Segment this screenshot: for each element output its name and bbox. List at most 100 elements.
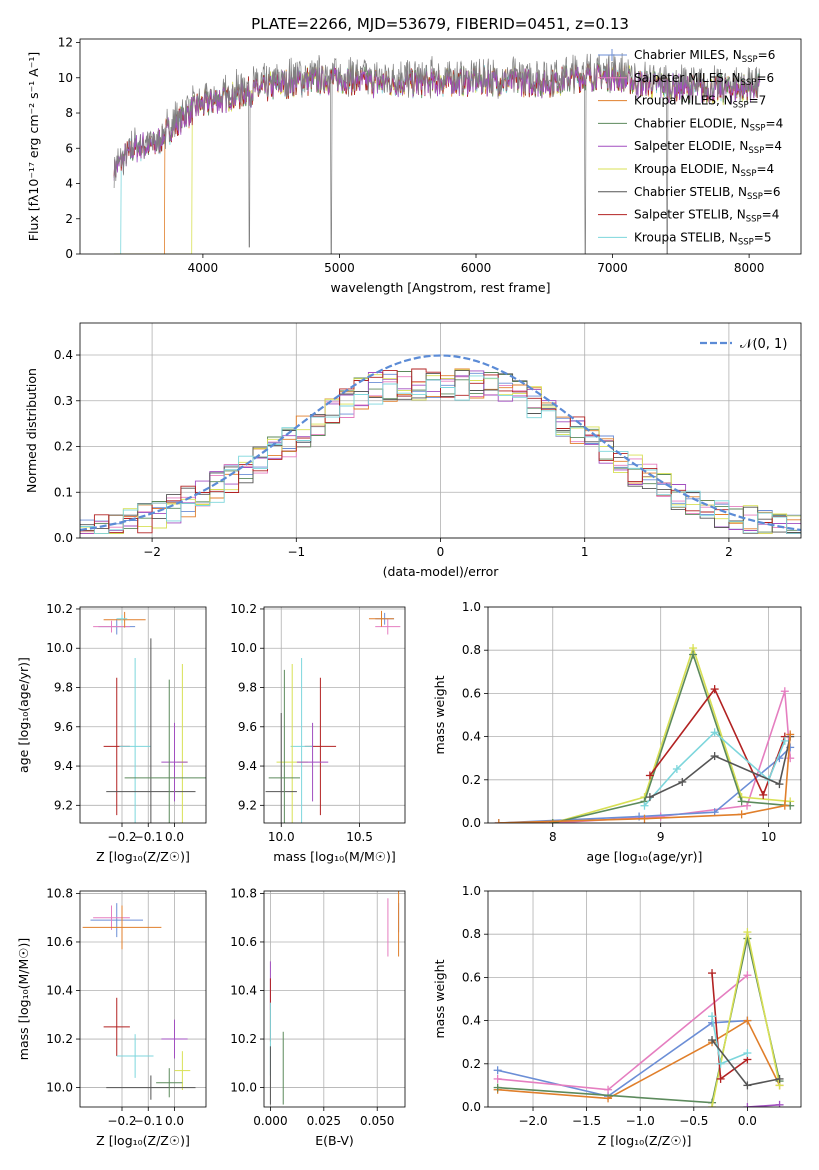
y-axis-label: Normed distribution: [24, 368, 39, 493]
legend-label: Chabrier ELODIE, NSSP=4: [634, 116, 783, 133]
y-tick-label: 10.4: [46, 984, 73, 998]
x-tick-label: 0.050: [360, 1114, 394, 1128]
y-tick-label: 10.0: [230, 1081, 257, 1095]
y-tick-label: 1.0: [462, 884, 481, 898]
y-tick-label: 0.0: [462, 1100, 481, 1114]
y-tick-label: 0.2: [462, 1057, 481, 1071]
x-tick-label: 6000: [461, 261, 492, 275]
y-tick-label: 10.6: [46, 935, 73, 949]
y-axis-label: mass [log₁₀(M/M☉)]: [16, 938, 31, 1060]
y-tick-label: 8: [65, 106, 73, 120]
y-tick-label: 10.2: [46, 1032, 73, 1046]
y-tick-label: 9.8: [54, 681, 73, 695]
axes-spectrum: 4000 5000 6000 7000 8000 0 2 4 6 8 10 12 wavelength …: [26, 36, 764, 295]
data-spectrum-line: [113, 52, 761, 254]
axes-residuals: −2 −1 0 1 2 0.0 0.1 0.2 0.3 0.4 (data-model)/error…: [24, 323, 801, 579]
legend-reference-label: 𝒩(0, 1): [740, 337, 787, 352]
legend-sub: SSP: [748, 146, 764, 156]
x-axis-label: E(B-V): [315, 1133, 354, 1148]
y-tick-label: 6: [65, 141, 73, 155]
y-tick-label: 0.2: [54, 440, 73, 454]
legend-sub: SSP: [746, 215, 762, 225]
y-tick-label: 0.4: [54, 348, 73, 362]
x-tick-label: 0: [437, 545, 445, 559]
x-tick-label: 10.5: [346, 830, 373, 844]
y-tick-label: 2: [65, 212, 73, 226]
axes-frame: [79, 890, 207, 1108]
legend-label: Chabrier MILES, NSSP=6: [634, 48, 775, 65]
x-tick-label: 0.025: [307, 1114, 341, 1128]
legend-sub: SSP: [741, 78, 757, 88]
y-tick-label: 0.4: [462, 1014, 481, 1028]
y-tick-label: 10.2: [230, 1032, 257, 1046]
y-tick-label: 0: [65, 247, 73, 261]
x-tick-label: −2: [143, 545, 161, 559]
x-tick-label: −0.2: [107, 1114, 136, 1128]
x-tick-label: 2: [725, 545, 733, 559]
y-tick-label: 10.8: [46, 886, 73, 900]
legend-sub: SSP: [733, 101, 749, 111]
y-tick-label: 10.0: [230, 641, 257, 655]
x-tick-label: 4000: [188, 261, 219, 275]
y-tick-label: 9.4: [54, 759, 73, 773]
axes-frame: [79, 606, 207, 824]
legend-suffix: =6: [758, 48, 776, 62]
legend-sub: SSP: [750, 123, 766, 133]
legend-suffix: =4: [766, 116, 784, 130]
y-tick-label: 9.8: [238, 681, 257, 695]
x-tick-label: −0.1: [134, 1114, 163, 1128]
weight-series: [493, 928, 784, 1107]
legend-suffix: =7: [749, 94, 767, 108]
y-tick-label: 10.8: [230, 886, 257, 900]
y-axis-label: mass weight: [432, 959, 447, 1038]
y-tick-label: 0.6: [462, 970, 481, 984]
legend-label: Salpeter MILES, NSSP=6: [634, 71, 774, 88]
axes-frame: [487, 890, 802, 1108]
x-axis-label: age [log₁₀(age/yr)]: [587, 849, 703, 864]
y-tick-label: 0.2: [462, 773, 481, 787]
x-tick-label: 10: [761, 830, 776, 844]
weight-line: [497, 1019, 781, 1100]
weight-series: [494, 644, 795, 823]
legend-suffix: =6: [756, 71, 774, 85]
legend-label: Kroupa MILES, NSSP=7: [634, 94, 766, 111]
y-tick-label: 9.2: [54, 798, 73, 812]
x-tick-label: 5000: [324, 261, 355, 275]
y-axis-label: age [log₁₀(age/yr)]: [16, 657, 31, 773]
x-tick-label: 8: [549, 830, 557, 844]
y-tick-label: 0.1: [54, 485, 73, 499]
axes-weight_vs_z: −2.0 −1.5 −1.0 −0.5 0.0 0.0 0.2 0.4 0.6 0.8 1.0 Z […: [432, 884, 801, 1148]
legend-label: Kroupa ELODIE, NSSP=4: [634, 162, 774, 179]
x-tick-label: 0.000: [253, 1114, 287, 1128]
histograms: [80, 354, 801, 534]
x-axis-label: (data-model)/error: [383, 564, 500, 579]
legend-sub: SSP: [742, 55, 758, 65]
weight-line: [498, 690, 791, 823]
legend-suffix: =4: [764, 139, 782, 153]
axes-frame: [263, 890, 406, 1108]
axes-age_vs_mass: 10.0 10.5 9.2 9.4 9.6 9.8 10.0 10.2 mass [log₁₀(…: [230, 602, 405, 864]
model-spectrum-line: [113, 61, 761, 181]
legend-label: Kroupa STELIB, NSSP=5: [634, 230, 772, 247]
x-tick-label: −1.0: [626, 1114, 655, 1128]
weight-line: [497, 1019, 748, 1098]
axes-frame: [487, 606, 802, 824]
error-bars: [82, 903, 196, 1100]
axes-frame: [79, 322, 802, 539]
x-tick-label: 7000: [597, 261, 628, 275]
y-tick-label: 12: [58, 36, 73, 50]
x-tick-label: −1.5: [572, 1114, 601, 1128]
legend-sub: SSP: [738, 237, 754, 247]
x-tick-label: −2.0: [518, 1114, 547, 1128]
axes-weight_vs_age: 8 9 10 0.0 0.2 0.4 0.6 0.8 1.0 age [log₁₀(age/yr)…: [432, 600, 801, 864]
legend-suffix: =5: [754, 230, 772, 244]
y-tick-label: 0.0: [462, 816, 481, 830]
error-bars: [265, 610, 401, 823]
weight-line: [497, 974, 748, 1091]
y-tick-label: 9.6: [54, 720, 73, 734]
normal-reference-curve: [80, 354, 801, 532]
weight-line: [552, 645, 791, 823]
y-tick-label: 10.4: [230, 984, 257, 998]
axes-mass_vs_ebv: 0.000 0.025 0.050 10.0 10.2 10.4 10.6 10.8 E(B-V…: [230, 886, 405, 1148]
y-tick-label: 9.2: [238, 798, 257, 812]
